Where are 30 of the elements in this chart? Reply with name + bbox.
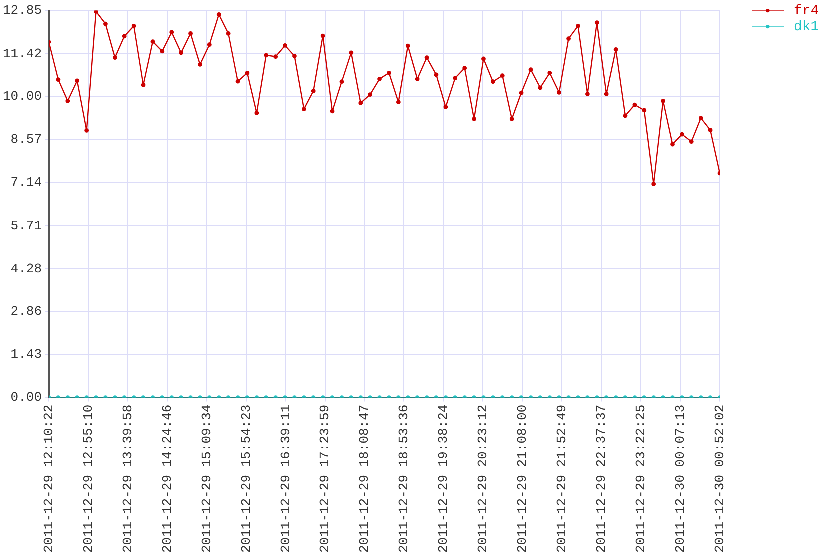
x-tick-label: 2011-12-29 13:39:58 [120,404,136,554]
x-tick-label: 2011-12-29 19:38:24 [436,404,452,554]
x-tick-label: 2011-12-29 21:52:49 [554,404,570,554]
x-tick-label: 2011-12-29 16:39:11 [278,404,294,554]
y-tick-label: 4.28 [10,261,42,276]
x-tick-label: 2011-12-29 12:55:10 [80,404,96,554]
x-tick-label: 2011-12-29 21:08:00 [515,404,530,554]
x-tick-label: 2011-12-29 12:10:22 [41,404,56,554]
y-tick-label: 0.00 [10,390,42,406]
x-tick-label: 2011-12-29 18:53:36 [396,404,412,554]
x-tick-label: 2011-12-29 20:23:12 [476,404,491,554]
y-tick-label: 7.14 [10,175,42,190]
x-tick-label: 2011-12-29 14:24:46 [160,404,175,554]
x-tick-label: 2011-12-29 15:09:34 [199,404,214,554]
x-tick-label: 2011-12-29 17:23:59 [318,404,333,554]
x-tick-label: 2011-12-29 23:22:25 [633,404,648,554]
legend-label: fr4 [794,4,820,20]
y-tick-label: 1.43 [10,347,42,362]
x-tick-label: 2011-12-29 18:08:47 [357,404,372,554]
y-tick-label: 11.42 [2,46,42,62]
x-tick-label: 2011-12-29 15:54:23 [238,404,254,554]
y-tick-label: 2.86 [10,304,42,320]
x-tick-label: 2011-12-30 00:52:02 [712,404,728,554]
y-tick-label: 10.00 [2,89,42,104]
legend-label: dk1 [794,20,820,36]
y-tick-label: 8.57 [10,132,42,148]
y-tick-label: 12.85 [2,3,42,18]
x-tick-label: 2011-12-30 00:07:13 [672,404,688,554]
x-tick-label: 2011-12-29 22:37:37 [594,404,610,554]
y-tick-label: 5.71 [10,218,42,234]
